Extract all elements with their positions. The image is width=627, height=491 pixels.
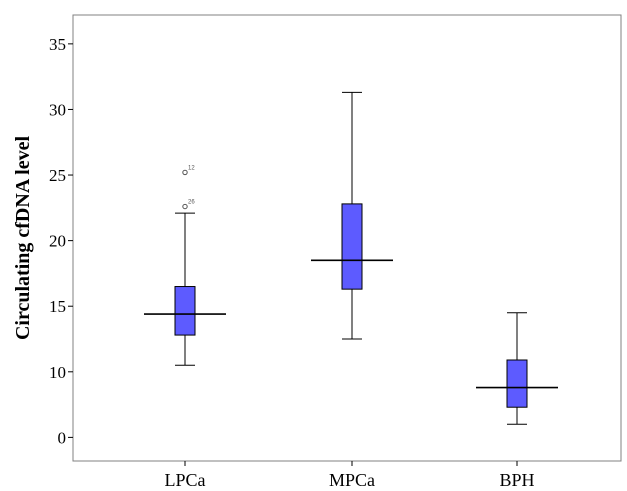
box-bph bbox=[476, 312, 558, 425]
box-mpca bbox=[311, 91, 393, 340]
x-axis: LPCa MPCa BPH bbox=[164, 461, 535, 490]
y-tick-label: 35 bbox=[49, 35, 66, 54]
y-axis: 0 10 15 20 25 30 35 bbox=[49, 35, 73, 447]
y-axis-title: Circulating cfDNA level bbox=[12, 136, 34, 340]
outlier-label: 26 bbox=[188, 200, 195, 206]
y-tick-label: 20 bbox=[49, 232, 66, 251]
y-tick-label: 10 bbox=[49, 363, 66, 382]
outlier-point bbox=[182, 203, 188, 210]
y-tick-label: 30 bbox=[49, 100, 66, 119]
outlier-point bbox=[182, 169, 188, 176]
iqr-box bbox=[506, 359, 528, 408]
iqr-box bbox=[341, 203, 363, 290]
x-tick-label: LPCa bbox=[164, 470, 205, 490]
y-tick-label: 15 bbox=[49, 297, 66, 316]
outlier-label: 12 bbox=[188, 165, 195, 171]
y-tick-label: 25 bbox=[49, 166, 66, 185]
plot-frame bbox=[72, 14, 622, 462]
iqr-box bbox=[174, 286, 196, 336]
box-lpca: 26 12 bbox=[144, 165, 226, 366]
x-tick-label: MPCa bbox=[329, 470, 375, 490]
x-tick-label: BPH bbox=[499, 470, 534, 490]
box-group: 26 12 bbox=[144, 91, 558, 425]
y-tick-label: 0 bbox=[58, 428, 67, 447]
